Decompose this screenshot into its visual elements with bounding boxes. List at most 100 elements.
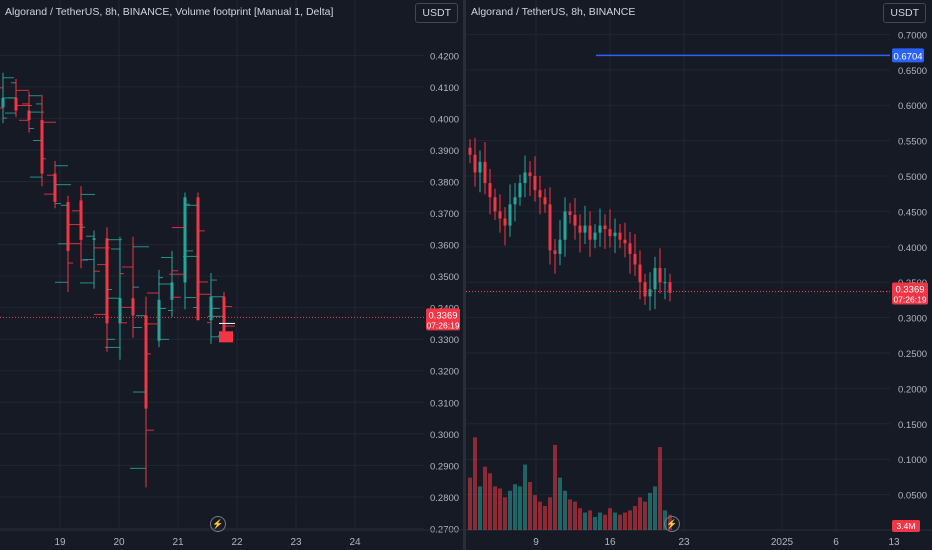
- candle-body: [638, 264, 642, 283]
- candle-body: [613, 232, 617, 237]
- volume-bar: [548, 497, 552, 530]
- y-tick-label: 0.1500: [898, 420, 927, 431]
- pane-divider[interactable]: [463, 0, 466, 550]
- candle-body: [508, 204, 512, 226]
- volume-bar: [553, 444, 557, 530]
- y-tick-label: 0.2000: [898, 384, 927, 395]
- candle-body: [118, 298, 122, 324]
- footprint-chart-canvas[interactable]: 0.4200 0.4100 0.4000 0.3900 0.3800 0.3700 0.36…: [0, 0, 464, 550]
- volume-bar: [488, 473, 492, 530]
- horizontal-line-badge: [892, 48, 924, 63]
- y-tick-label: 0.5500: [898, 137, 927, 148]
- candle-body: [503, 218, 507, 226]
- x-tick-label: 21: [172, 537, 184, 548]
- candle-body: [628, 243, 632, 254]
- y-tick-label: 0.3100: [430, 398, 459, 409]
- volume-bar: [633, 506, 637, 530]
- volume-bar: [593, 516, 597, 530]
- y-tick-label: 0.0500: [898, 491, 927, 502]
- volume-label: 3.4M: [897, 521, 916, 531]
- lightning-icon[interactable]: ⚡: [664, 516, 680, 532]
- y-tick-label: 0.3200: [430, 367, 459, 378]
- candle-body: [558, 239, 562, 254]
- volume-bar: [583, 512, 587, 530]
- volume-bar: [628, 510, 632, 530]
- candle-body: [643, 282, 647, 297]
- volume-bar: [538, 501, 542, 530]
- candle-body: [222, 296, 226, 332]
- volume-bar: [613, 512, 617, 530]
- volume-bar: [588, 510, 592, 530]
- candle-body: [583, 225, 587, 233]
- volume-bar: [493, 486, 497, 530]
- candle-body: [608, 229, 612, 237]
- volume-bar: [498, 488, 502, 530]
- currency-unit-button[interactable]: USDT: [415, 3, 458, 23]
- candle-body: [79, 200, 83, 240]
- volume-bar: [658, 447, 662, 530]
- candle-body: [573, 214, 577, 226]
- y-tick-label: 0.6500: [898, 66, 927, 77]
- candle-body: [663, 282, 667, 284]
- volume-bar: [618, 514, 622, 530]
- candle-body: [478, 161, 482, 173]
- volume-bar: [573, 501, 577, 530]
- y-tick-label: 0.2800: [430, 493, 459, 504]
- candle-body: [563, 211, 567, 240]
- candle-body: [183, 197, 187, 283]
- candle-body: [633, 253, 637, 265]
- y-tick-label: 0.3900: [430, 146, 459, 157]
- y-tick-label: 0.2900: [430, 461, 459, 472]
- volume-bar: [523, 464, 527, 530]
- candle-body: [618, 232, 622, 240]
- candle-body: [1, 97, 5, 108]
- volume-bar: [503, 497, 507, 530]
- volume-bar: [473, 437, 477, 530]
- candle-body: [598, 225, 602, 233]
- volume-badge: [892, 520, 920, 532]
- candle-body: [488, 183, 492, 198]
- volume-bar: [623, 512, 627, 530]
- x-tick-label: 22: [231, 537, 243, 548]
- volume-bar: [468, 477, 472, 530]
- volume-bar: [508, 490, 512, 530]
- price-chart-canvas[interactable]: 0.7000 0.6500 0.6000 0.5500 0.5000 0.4500 0.40…: [466, 0, 932, 550]
- candle-body: [603, 225, 607, 230]
- currency-unit-button[interactable]: USDT: [883, 3, 926, 23]
- footprint-highlight: [219, 331, 233, 343]
- volume-bar: [483, 466, 487, 530]
- candle-body: [543, 197, 547, 205]
- footprint-chart-pane[interactable]: 0.4200 0.4100 0.4000 0.3900 0.3800 0.3700 0.36…: [0, 0, 464, 550]
- candle-body: [483, 161, 487, 184]
- last-price-label: 0.3369: [895, 284, 924, 295]
- y-tick-label: 0.3700: [430, 209, 459, 220]
- horizontal-line-label: 0.6704: [893, 51, 922, 62]
- candle-body: [53, 173, 57, 202]
- last-price-badge: [426, 308, 460, 331]
- y-tick-label: 0.4000: [430, 114, 459, 125]
- countdown-label: 07:26:19: [893, 294, 926, 304]
- volume-bar: [558, 477, 562, 530]
- candle-body: [668, 282, 672, 293]
- volume-bar: [578, 508, 582, 530]
- price-chart-pane[interactable]: 0.7000 0.6500 0.6000 0.5500 0.5000 0.4500 0.40…: [466, 0, 932, 550]
- candle-body: [553, 250, 557, 254]
- candle-body: [568, 211, 572, 215]
- volume-bar: [533, 495, 537, 530]
- y-tick-label: 0.1000: [898, 455, 927, 466]
- candle-body: [593, 232, 597, 240]
- candle-body: [27, 110, 31, 120]
- candle-body: [144, 315, 148, 409]
- candle-body: [528, 172, 532, 177]
- x-tick-label: 19: [54, 537, 66, 548]
- y-tick-label: 0.3300: [430, 335, 459, 346]
- candle-body: [523, 172, 527, 184]
- volume-bar: [598, 512, 602, 530]
- volume-bar: [608, 508, 612, 530]
- volume-bar: [638, 497, 642, 530]
- x-tick-label: 20: [113, 537, 125, 548]
- y-tick-label: 0.3600: [430, 241, 459, 252]
- candle-body: [105, 238, 109, 324]
- candle-body: [14, 97, 18, 111]
- lightning-icon[interactable]: ⚡: [210, 516, 226, 532]
